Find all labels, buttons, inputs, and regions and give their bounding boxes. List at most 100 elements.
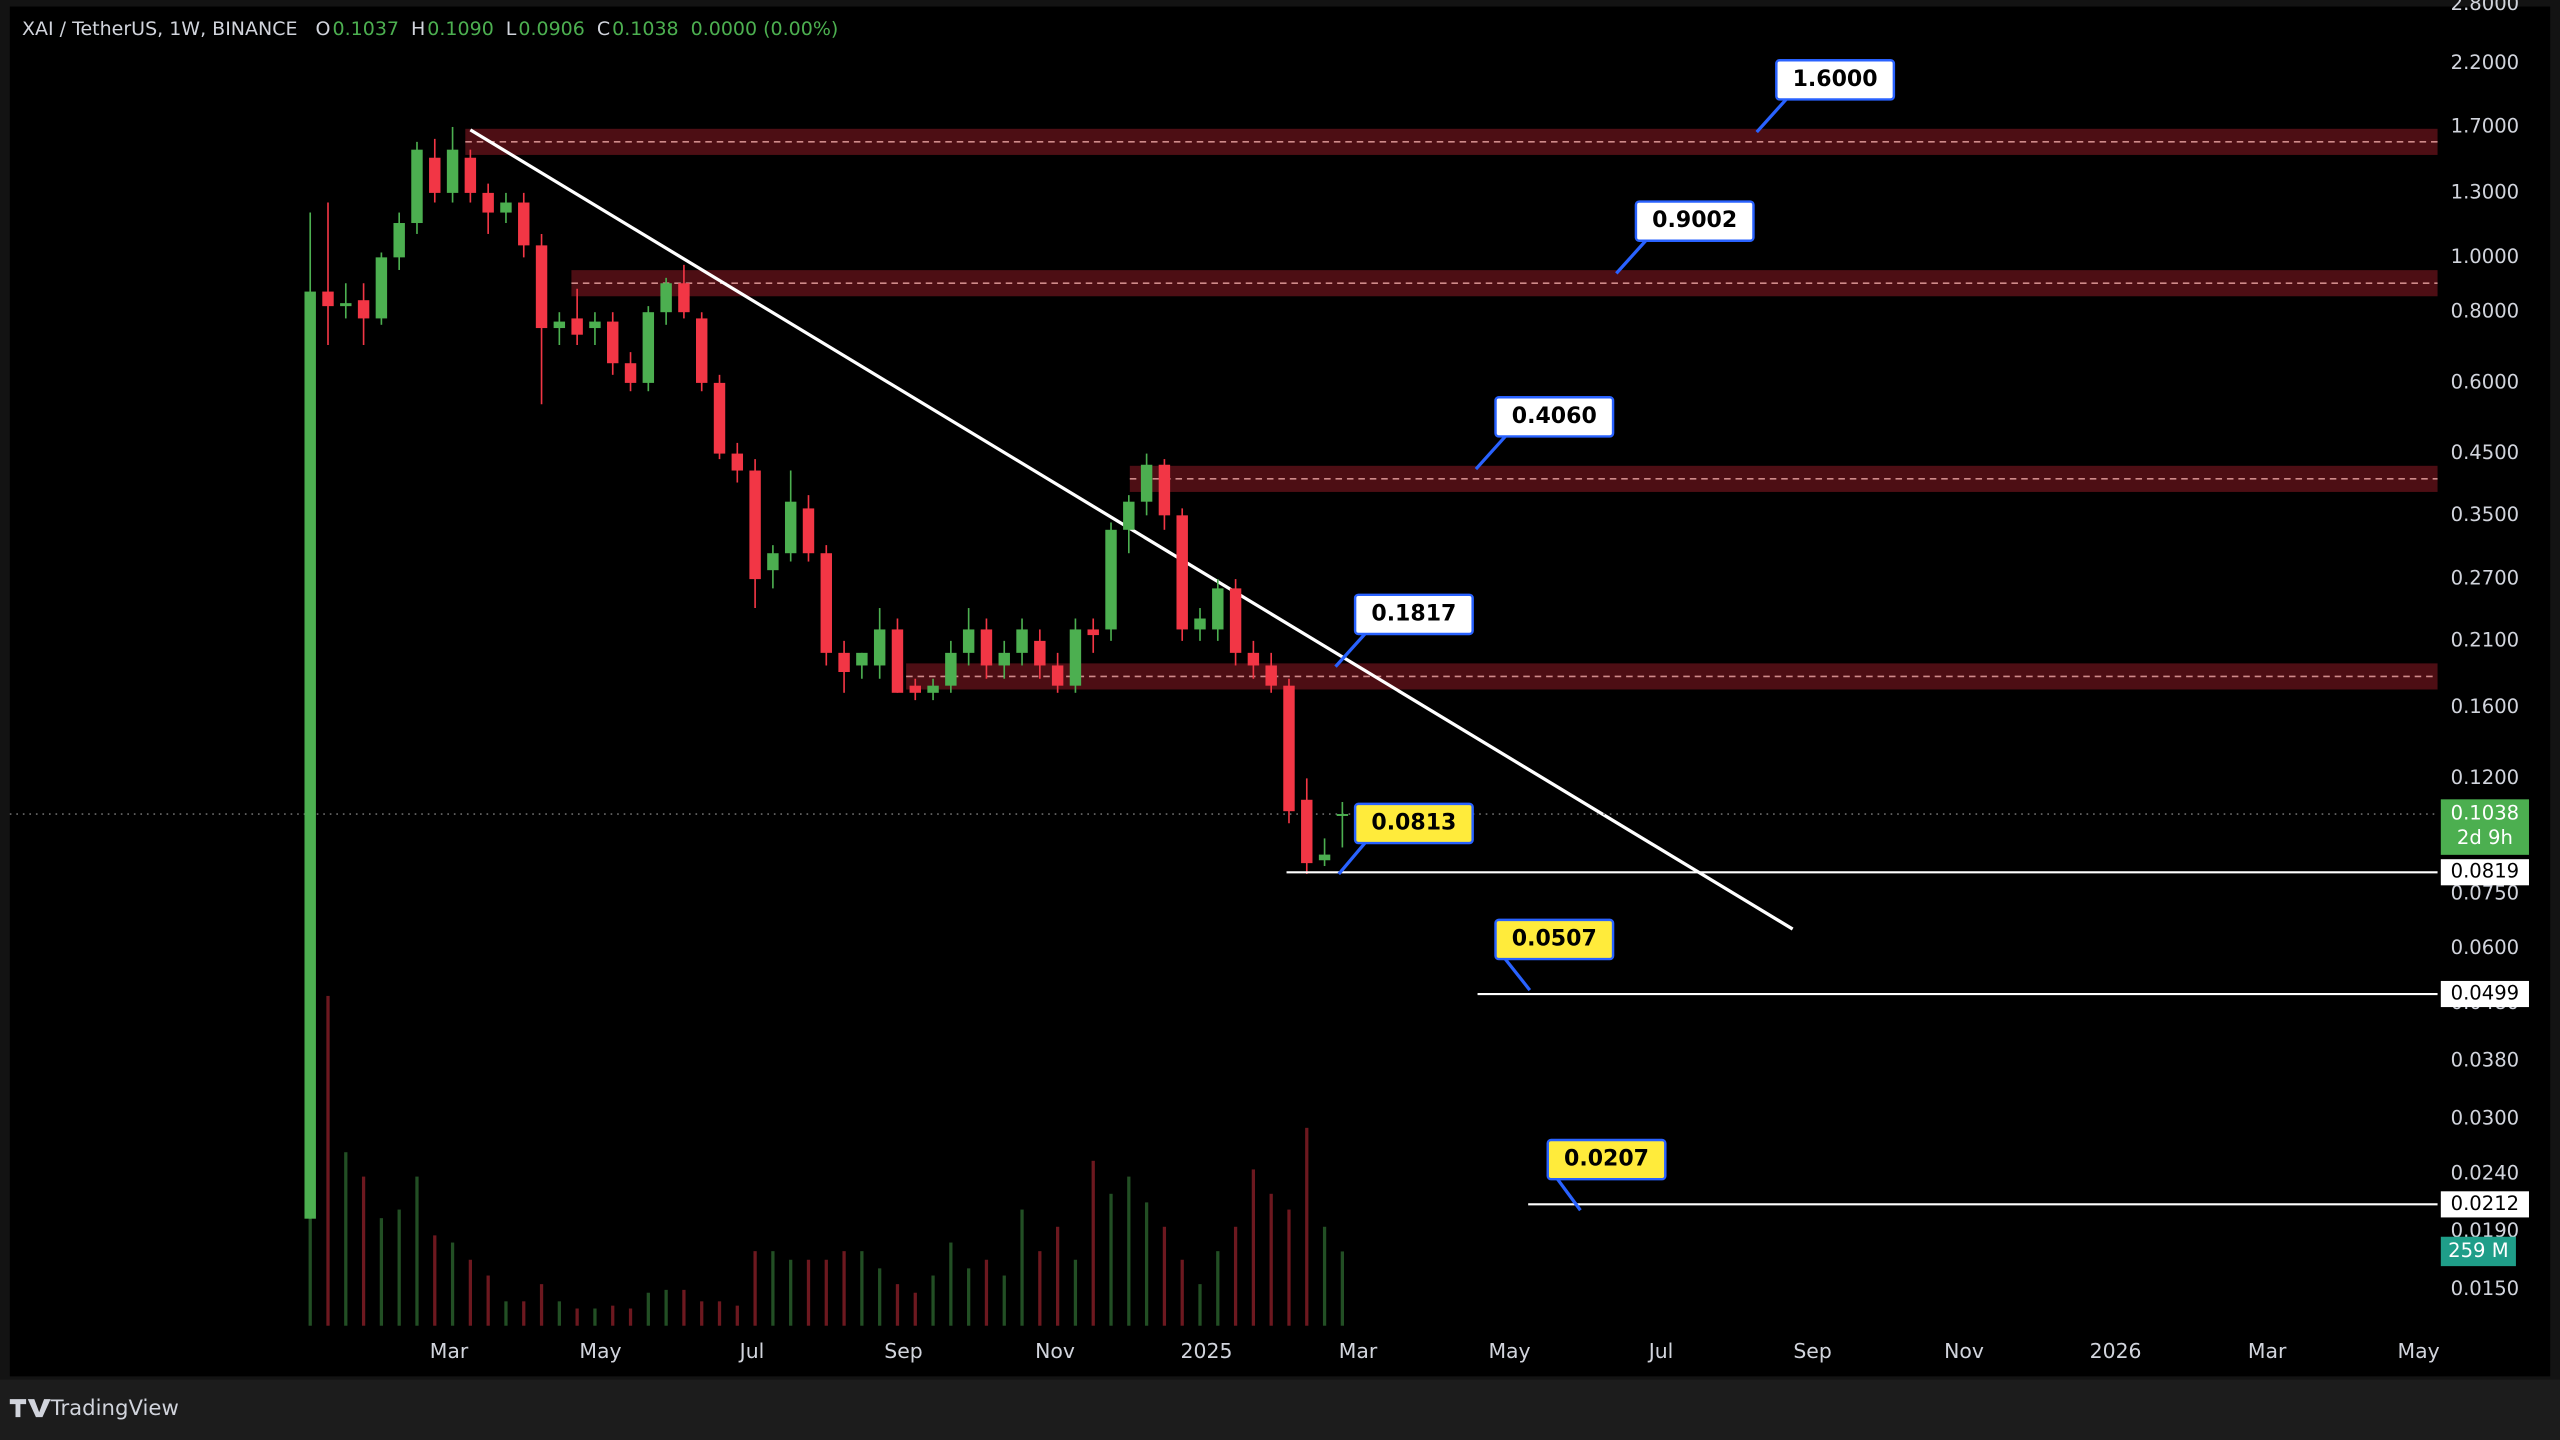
volume-bar <box>1056 1226 1060 1326</box>
candle-body <box>500 202 512 213</box>
candle-body <box>660 283 672 313</box>
y-tick-label: 2.2000 <box>2451 51 2520 74</box>
volume-bar <box>753 1251 757 1326</box>
callout-pointer <box>1556 1178 1582 1212</box>
candle-body <box>1051 665 1064 686</box>
x-tick-label: Sep <box>884 1339 922 1363</box>
price-tag <box>2440 1191 2529 1218</box>
candle-body <box>1301 799 1313 864</box>
volume-bar <box>397 1209 401 1326</box>
candle-body <box>624 363 637 383</box>
candle-body <box>998 652 1010 666</box>
volume-bar <box>468 1259 472 1326</box>
ohlc-value: 0.1037 <box>332 18 399 40</box>
candle-body <box>1069 629 1082 686</box>
candle-body <box>304 291 316 1219</box>
volume-bar <box>450 1242 455 1326</box>
candle-body <box>642 312 655 383</box>
callout-label: 0.0207 <box>1564 1147 1649 1172</box>
price-tag-label: 0.0499 <box>2451 982 2520 1005</box>
candle-body <box>1176 515 1188 630</box>
ohlc-key: L <box>505 18 517 40</box>
volume-bar <box>646 1292 650 1326</box>
candle-body <box>411 149 423 224</box>
volume-bar <box>717 1301 722 1326</box>
y-tick-label: 1.3000 <box>2451 180 2520 203</box>
candle-body <box>482 192 494 213</box>
volume-bar <box>1198 1284 1202 1326</box>
volume-bar <box>1109 1193 1113 1326</box>
candle-body <box>1140 464 1153 502</box>
y-tick-label: 0.0380 <box>2451 1048 2520 1071</box>
volume-bar <box>1127 1176 1131 1326</box>
volume-bar <box>824 1259 828 1326</box>
candle-body <box>375 257 388 319</box>
candle-body <box>678 283 690 313</box>
candle-body <box>535 245 548 329</box>
candle-body <box>429 157 441 193</box>
callout-label: 0.4060 <box>1512 404 1597 429</box>
x-tick-label: 2026 <box>2090 1339 2142 1363</box>
x-tick-label: Sep <box>1793 1339 1831 1363</box>
candle-body <box>322 291 334 307</box>
y-tick-label: 0.8000 <box>2451 300 2520 323</box>
ohlc-value: 0.1038 <box>612 18 679 40</box>
volume-bar <box>415 1176 419 1326</box>
volume-bar <box>1251 1169 1256 1326</box>
callout-pointer <box>1334 632 1367 668</box>
volume-bar <box>433 1235 437 1326</box>
callout-label: 0.0813 <box>1371 810 1456 835</box>
candle-body <box>909 685 921 693</box>
callout-pointer <box>1474 435 1507 471</box>
last-price-label: 0.1038 <box>2451 802 2520 825</box>
volume-bar <box>575 1308 579 1326</box>
candle-body <box>1158 464 1171 516</box>
candle-body <box>357 300 370 319</box>
x-tick-label: May <box>1488 1339 1530 1363</box>
candle-body <box>1318 854 1331 861</box>
volume-bar <box>611 1305 615 1326</box>
callout-box <box>1494 918 1615 961</box>
candle-body <box>731 453 744 471</box>
y-tick-label: 0.0750 <box>2451 881 2520 904</box>
candle-body <box>945 652 957 686</box>
volume-bar <box>539 1284 544 1326</box>
volume-bar <box>949 1242 953 1326</box>
volume-bar <box>593 1308 597 1326</box>
y-tick-label: 0.1200 <box>2451 766 2520 789</box>
candle-body <box>767 553 779 571</box>
candle-body <box>1105 529 1117 630</box>
callout-label: 0.1817 <box>1371 601 1456 626</box>
volume-bar <box>628 1308 633 1326</box>
symbol-title: XAI / TetherUS, 1W, BINANCE <box>22 18 298 40</box>
ohlc-key: C <box>596 18 611 40</box>
candle-body <box>571 318 583 335</box>
plot-area <box>9 6 2551 1377</box>
volume-bar <box>1269 1193 1273 1326</box>
volume-bar <box>967 1268 971 1326</box>
footer-bar <box>0 1379 2560 1440</box>
candle-body <box>856 652 868 666</box>
candle-body <box>820 553 832 653</box>
callout-pointer <box>1615 239 1647 275</box>
x-tick-label: May <box>579 1339 621 1363</box>
volume-bar <box>842 1251 846 1326</box>
candle-body <box>873 629 886 666</box>
candle-body <box>464 157 477 193</box>
volume-bar <box>1233 1226 1238 1326</box>
x-tick-label: 2025 <box>1181 1339 1233 1363</box>
volume-bar <box>486 1275 490 1326</box>
callout-box <box>1634 200 1755 242</box>
callout-pointer <box>1504 958 1532 992</box>
volume-bar <box>860 1251 864 1326</box>
volume-bar <box>379 1218 384 1326</box>
volume-bar <box>789 1259 793 1326</box>
volume-bar <box>984 1259 989 1326</box>
volume-bar <box>1002 1275 1006 1326</box>
ohlc-key: O <box>315 18 331 40</box>
countdown: 2d 9h <box>2457 826 2513 849</box>
price-tag <box>2440 980 2529 1008</box>
volume-bar <box>895 1284 900 1326</box>
candle-body <box>1212 588 1224 630</box>
